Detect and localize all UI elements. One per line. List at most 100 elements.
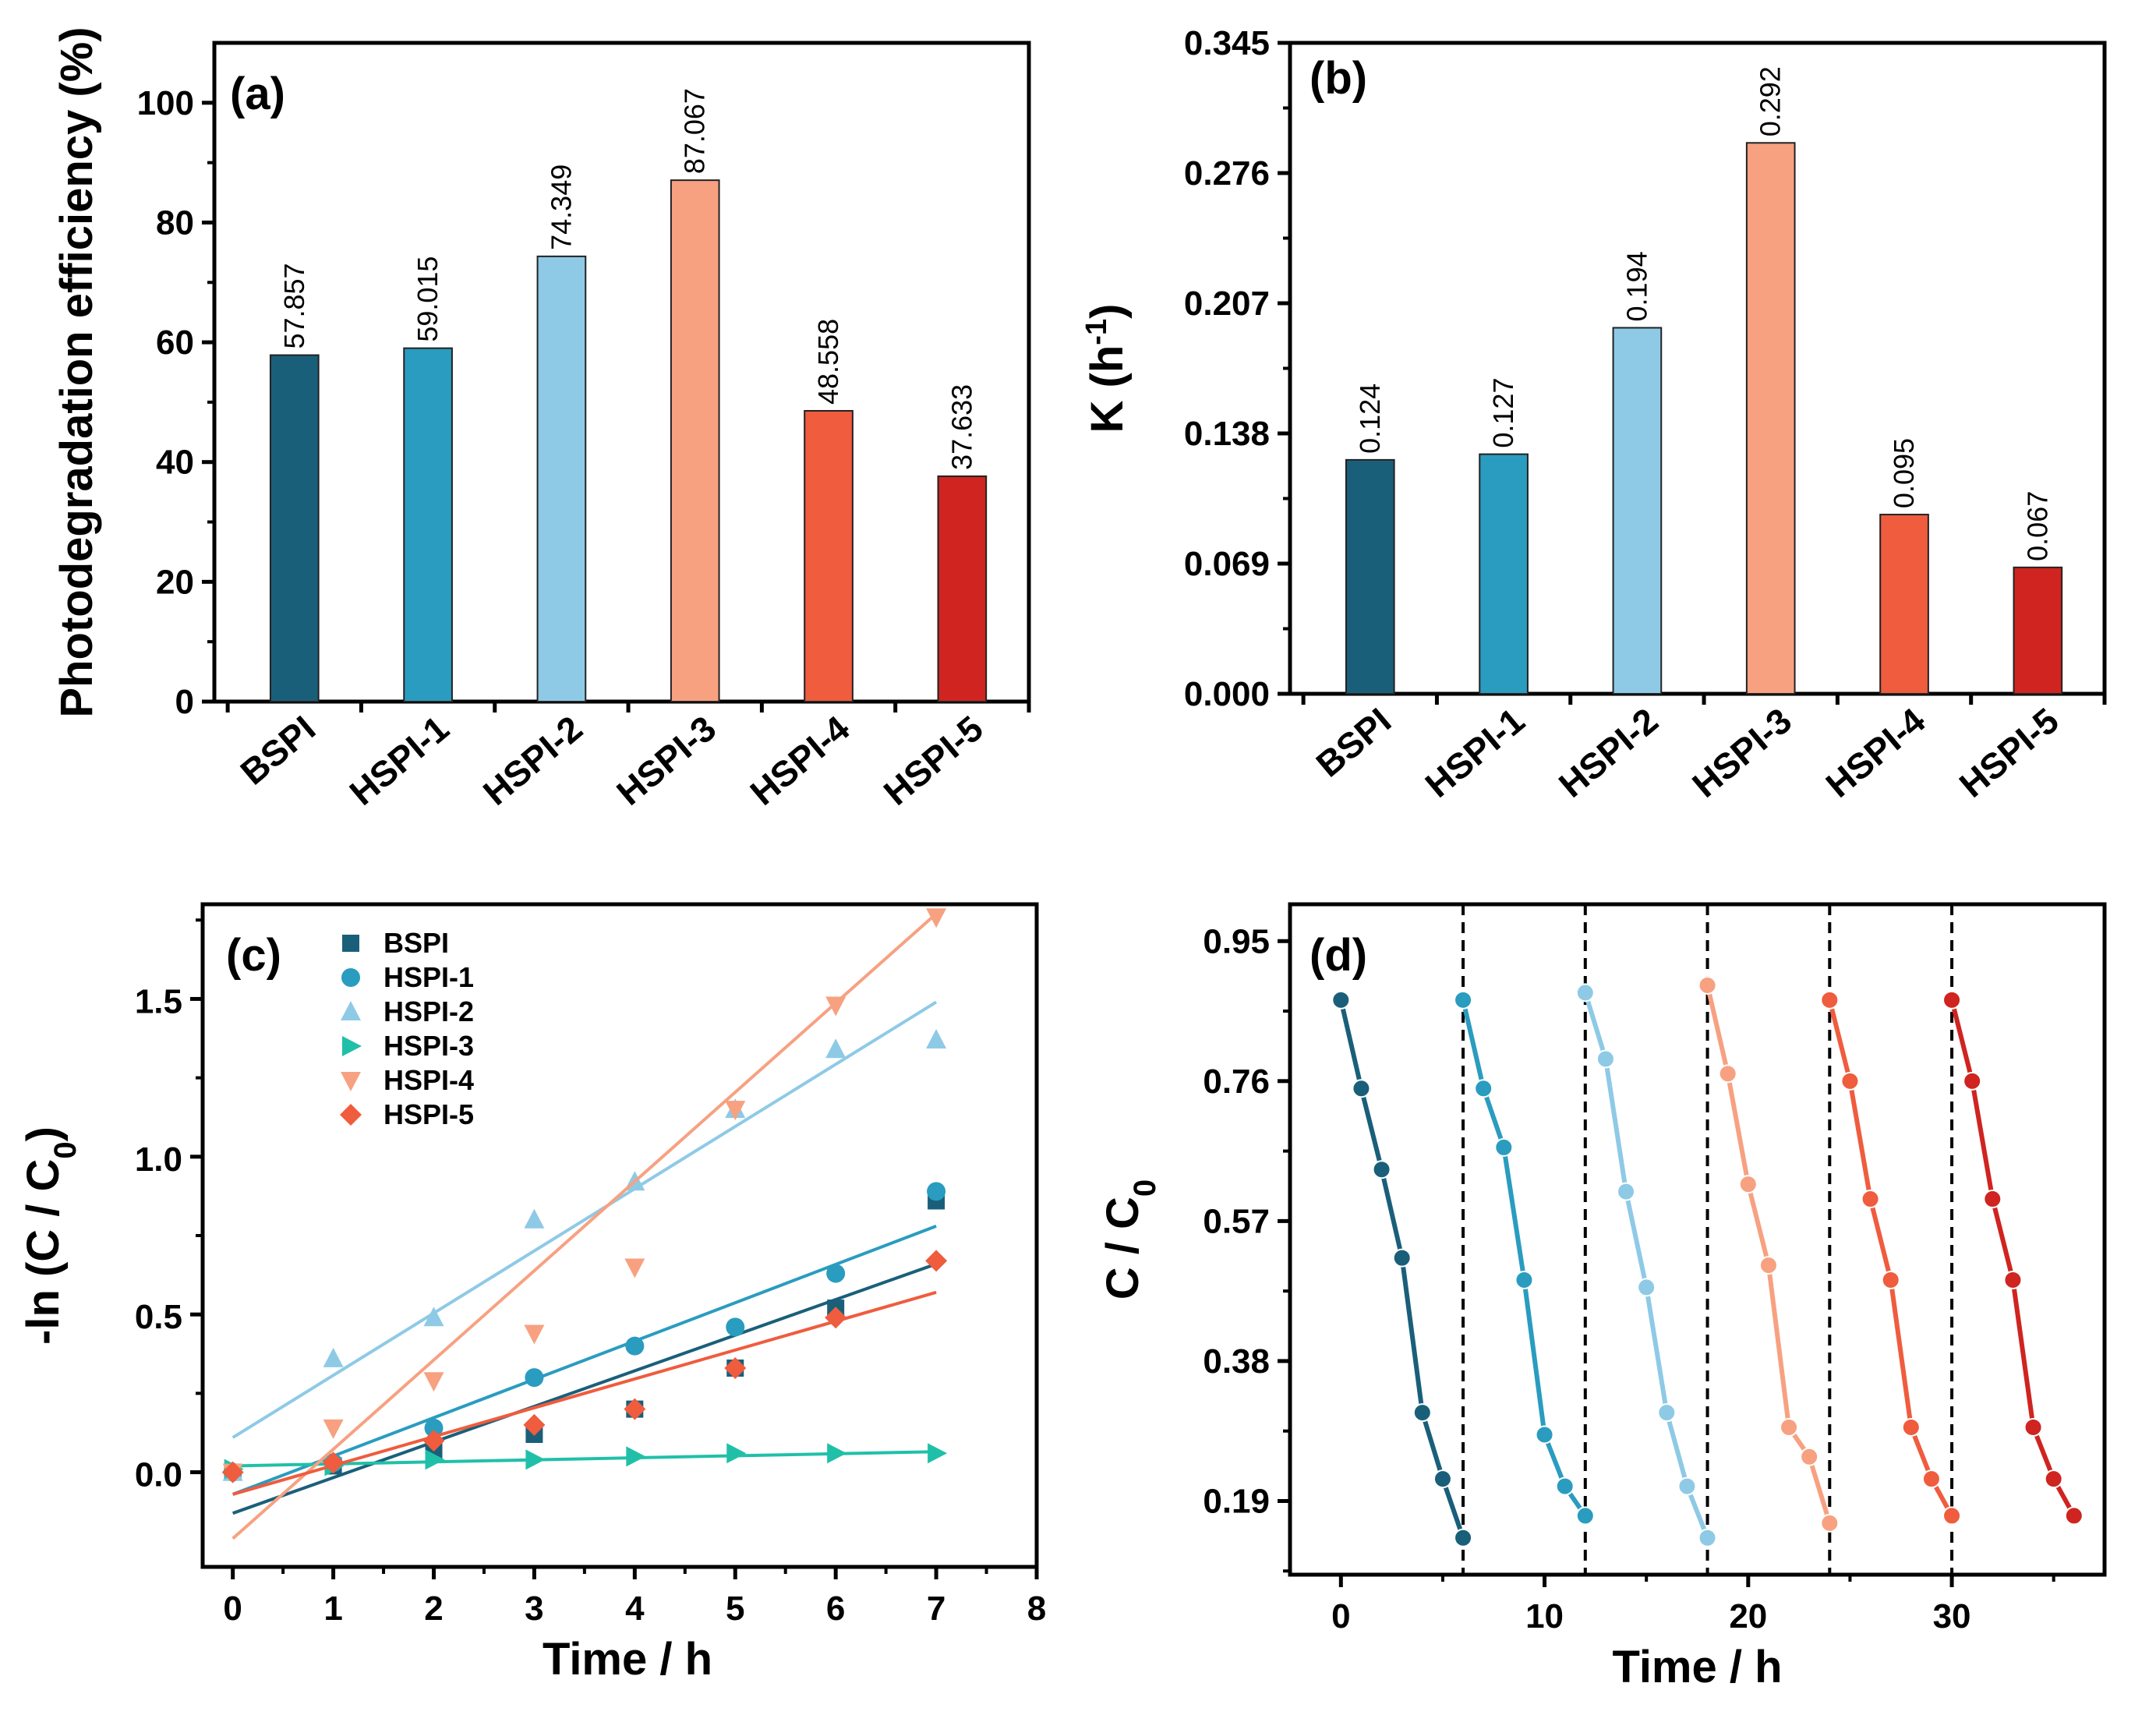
x-tick-label: 3 [525, 1589, 543, 1628]
y-tick-label: 60 [156, 324, 194, 362]
data-point-hspi-5 [523, 1413, 546, 1436]
data-point-hspi-4 [926, 908, 947, 928]
y-tick-label: 1.0 [135, 1140, 182, 1179]
fit-line-hspi-3 [232, 1450, 937, 1468]
data-point-cycle-1 [1372, 1160, 1391, 1179]
y-tick-label: 0.76 [1203, 1063, 1270, 1101]
x-tick-label: 1 [323, 1589, 342, 1628]
series-cycle-1 [1331, 990, 1473, 1547]
data-point-cycle-3 [1575, 983, 1595, 1002]
data-point-cycle-3 [1617, 1182, 1636, 1201]
y-axis-title-sub: 0 [48, 1141, 83, 1158]
y-tick-label: 0.138 [1184, 415, 1270, 453]
panel-d: 0 10 20 30 0.19 0.38 0.57 0.76 0.95 Time / h C / C… [1097, 902, 2107, 1692]
series-cycle-2 [1454, 990, 1595, 1526]
x-category-label: HSPI-2 [475, 708, 590, 813]
data-point-cycle-3 [1596, 1049, 1615, 1069]
panel-label: (b) [1310, 53, 1367, 104]
data-point-cycle-2 [1515, 1270, 1534, 1289]
data-point-hspi-1 [525, 1368, 544, 1388]
data-point-cycle-1 [1331, 990, 1351, 1010]
y-tick-label: 0.5 [135, 1298, 182, 1336]
data-point-cycle-2 [1575, 1506, 1595, 1526]
bar-value-label: 0.095 [1888, 438, 1920, 508]
data-point-hspi-4 [423, 1372, 444, 1392]
data-point-cycle-4 [1820, 1513, 1840, 1533]
legend-entry-hspi-3: HSPI-3 [342, 1030, 474, 1062]
y-tick-label: 0.19 [1203, 1482, 1270, 1520]
data-point-cycle-4 [1718, 1064, 1737, 1084]
data-point-hspi-3 [726, 1443, 747, 1464]
x-category-label: HSPI-5 [1952, 700, 2066, 805]
data-point-hspi-3 [928, 1443, 948, 1464]
data-point-hspi-5 [724, 1357, 747, 1379]
bar-hspi-3 [670, 179, 720, 703]
bar-value-label: 74.349 [545, 164, 577, 250]
data-point-hspi-1 [424, 1418, 444, 1437]
fit-line-hspi-5 [232, 1290, 937, 1496]
fit-line-hspi-1 [232, 1224, 937, 1496]
bar-hspi-4 [1879, 514, 1929, 695]
data-point-cycle-3 [1698, 1528, 1717, 1547]
data-point-cycle-1 [1392, 1248, 1412, 1268]
x-tick-label: 6 [826, 1589, 845, 1628]
legend-marker [342, 1036, 362, 1056]
data-point-hspi-1 [726, 1317, 745, 1337]
x-category-label: HSPI-1 [342, 708, 457, 813]
series-hspi-5 [221, 1250, 948, 1496]
plot-frame [212, 41, 1031, 704]
series-cycle-5 [1820, 990, 1962, 1526]
data-point-cycle-2 [1535, 1425, 1554, 1444]
data-point-cycle-4 [1800, 1447, 1819, 1466]
series-cycle-4 [1698, 975, 1840, 1533]
x-tick-label: 0 [1331, 1597, 1350, 1635]
plot-frame [1288, 902, 2107, 1577]
data-point-hspi-3 [827, 1443, 847, 1464]
bar-value-label: 37.633 [945, 384, 977, 470]
data-point-cycle-6 [1942, 990, 1962, 1010]
y-axis-title-main: Photodegradation efficiency (%) [51, 27, 102, 717]
legend-label: HSPI-3 [383, 1030, 474, 1062]
data-point-cycle-1 [1433, 1469, 1452, 1489]
data-point-cycle-5 [1921, 1469, 1941, 1489]
data-point-cycle-5 [1942, 1506, 1962, 1526]
legend-entry-hspi-4: HSPI-4 [341, 1064, 474, 1096]
data-point-cycle-3 [1657, 1403, 1677, 1423]
data-point-hspi-5 [825, 1307, 847, 1329]
y-tick-label: 0.207 [1184, 285, 1270, 323]
bar-hspi-1 [403, 347, 453, 702]
x-tick-label: 7 [927, 1589, 945, 1628]
data-point-cycle-1 [1352, 1079, 1371, 1098]
data-point-hspi-5 [624, 1398, 646, 1420]
data-point-cycle-6 [2023, 1417, 2043, 1437]
data-point-hspi-2 [524, 1208, 545, 1229]
legend-label: HSPI-4 [383, 1064, 474, 1096]
legend-marker [340, 1104, 362, 1126]
data-point-cycle-2 [1454, 990, 1473, 1010]
series-cycle-3 [1575, 983, 1717, 1547]
x-category-label: HSPI-1 [1418, 700, 1532, 805]
bar-value-label: 48.558 [812, 319, 844, 405]
y-tick-label: 0.345 [1184, 24, 1270, 62]
x-tick-label: 20 [1729, 1597, 1767, 1635]
data-point-cycle-2 [1474, 1079, 1493, 1098]
bar-value-label: 87.067 [679, 88, 711, 174]
x-category-label: BSPI [1309, 700, 1399, 785]
x-category-label: HSPI-2 [1551, 700, 1666, 805]
fit-line-hspi-4 [232, 912, 938, 1540]
series-hspi-1 [223, 1182, 946, 1496]
bar-value-label: 57.857 [278, 263, 310, 348]
data-point-hspi-5 [925, 1250, 948, 1272]
y-tick-label: 0 [175, 683, 194, 721]
fit-line-bspi [232, 1262, 937, 1515]
legend-entry-hspi-1: HSPI-1 [341, 961, 474, 993]
y-axis-title-end: ) [1082, 304, 1133, 319]
data-point-cycle-6 [1983, 1190, 2002, 1209]
y-axis-title: C / C0 [1097, 1179, 1162, 1300]
legend-entry-bspi: BSPI [342, 927, 449, 959]
data-point-cycle-6 [1963, 1071, 1982, 1091]
data-point-cycle-3 [1637, 1278, 1656, 1297]
bar-hspi-2 [1612, 327, 1663, 695]
data-point-cycle-1 [1454, 1528, 1473, 1547]
